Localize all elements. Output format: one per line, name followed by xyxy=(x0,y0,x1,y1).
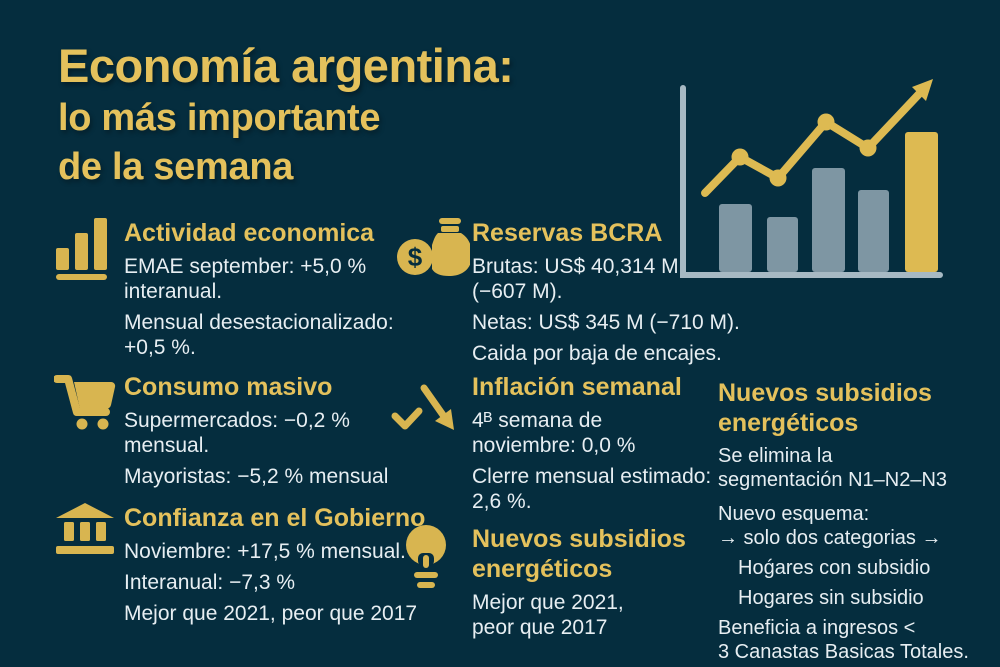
page-title: Economía argentina: lo más importante de… xyxy=(58,38,514,192)
bar-chart-icon xyxy=(56,218,110,280)
section-confianza-gobierno: Confianza en el Gobierno Noviembre: +17,… xyxy=(56,503,426,626)
section-heading: Confianza en el Gobierno xyxy=(124,504,426,532)
title-line-3: de la semana xyxy=(58,146,294,188)
body-line: Mejor que 2021, peor que 2017 xyxy=(124,602,418,625)
body-line: Clerre mensual estimado: xyxy=(472,465,712,488)
section-heading-line2: energéticos xyxy=(718,409,859,437)
section-inflacion-semanal: Inflación semanal 4ᴮ semana de noviembre… xyxy=(388,372,718,514)
title-line-1: Economía argentina: xyxy=(58,39,514,92)
money-bag-icon: $ xyxy=(396,218,470,278)
down-arrow-icon xyxy=(388,380,468,450)
body-line: 4ᴮ semana de xyxy=(472,409,603,432)
body-line: Hogares sin subsidio xyxy=(738,587,924,609)
bank-icon xyxy=(56,503,114,557)
body-line: Mejor que 2021, xyxy=(472,591,624,614)
section-reservas-bcra: $ Reservas BCRA Brutas: US$ 40,314 M (−6… xyxy=(396,218,740,366)
body-line: peor que 2017 xyxy=(472,616,608,639)
body-line: Mensual desestacionalizado: xyxy=(124,311,394,334)
body-line: Nuevo esquema: xyxy=(718,503,870,525)
section-heading: Actividad economica xyxy=(124,219,375,247)
growth-chart-illustration xyxy=(680,79,943,278)
title-line-2: lo más importante xyxy=(58,97,381,139)
section-heading-line1: Nuevos subsidios xyxy=(718,379,932,407)
section-subsidios-energeticos-right: Nuevos subsidios energéticos Se elimina … xyxy=(718,372,990,664)
body-line: EMAE september: +5,0 % xyxy=(124,255,367,278)
body-line: Beneficia a ingresos < xyxy=(718,617,916,639)
dollar-symbol: $ xyxy=(408,242,423,272)
section-heading: Consumo masivo xyxy=(124,373,333,401)
lightbulb-icon xyxy=(404,524,448,590)
body-line: mensual. xyxy=(124,434,210,457)
body-line: Noviembre: +17,5 % mensual. xyxy=(124,540,406,563)
body-line: (−607 M). xyxy=(472,280,563,303)
body-line: Netas: US$ 345 M (−710 M). xyxy=(472,311,740,334)
section-heading-line2: energéticos xyxy=(472,555,613,583)
body-line: Brutas: US$ 40,314 M xyxy=(472,255,679,278)
body-line: Caida por baja de encajes. xyxy=(472,342,722,365)
section-actividad-economica: Actividad economica EMAE september: +5,0… xyxy=(56,218,406,360)
section-consumo-masivo: Consumo masivo Supermercados: −0,2 % men… xyxy=(54,372,406,489)
section-heading-line1: Nuevos subsidios xyxy=(472,525,686,553)
section-heading: Inflación semanal xyxy=(472,373,682,401)
body-line: 3 Canastas Basicas Totales. xyxy=(718,641,969,663)
section-subsidios-energeticos-mid: Nuevos subsidios energéticos Mejor que 2… xyxy=(396,524,726,640)
body-line: +0,5 %. xyxy=(124,336,196,359)
body-line: Se elimina la xyxy=(718,445,833,467)
body-line: segmentación N1–N2–N3 xyxy=(718,469,948,491)
body-line: Mayoristas: −5,2 % mensual xyxy=(124,465,389,488)
body-line: Interanual: −7,3 % xyxy=(124,571,296,594)
section-heading: Reservas BCRA xyxy=(472,219,663,247)
body-line: Supermercados: −0,2 % xyxy=(124,409,350,432)
body-line: → solo dos categorias → xyxy=(718,527,942,549)
body-line: interanual. xyxy=(124,280,223,303)
body-line: Hoǵares con subsidio xyxy=(738,557,931,579)
body-line: 2,6 %. xyxy=(472,490,532,513)
body-line: noviembre: 0,0 % xyxy=(472,434,636,457)
shopping-cart-icon xyxy=(54,372,116,430)
